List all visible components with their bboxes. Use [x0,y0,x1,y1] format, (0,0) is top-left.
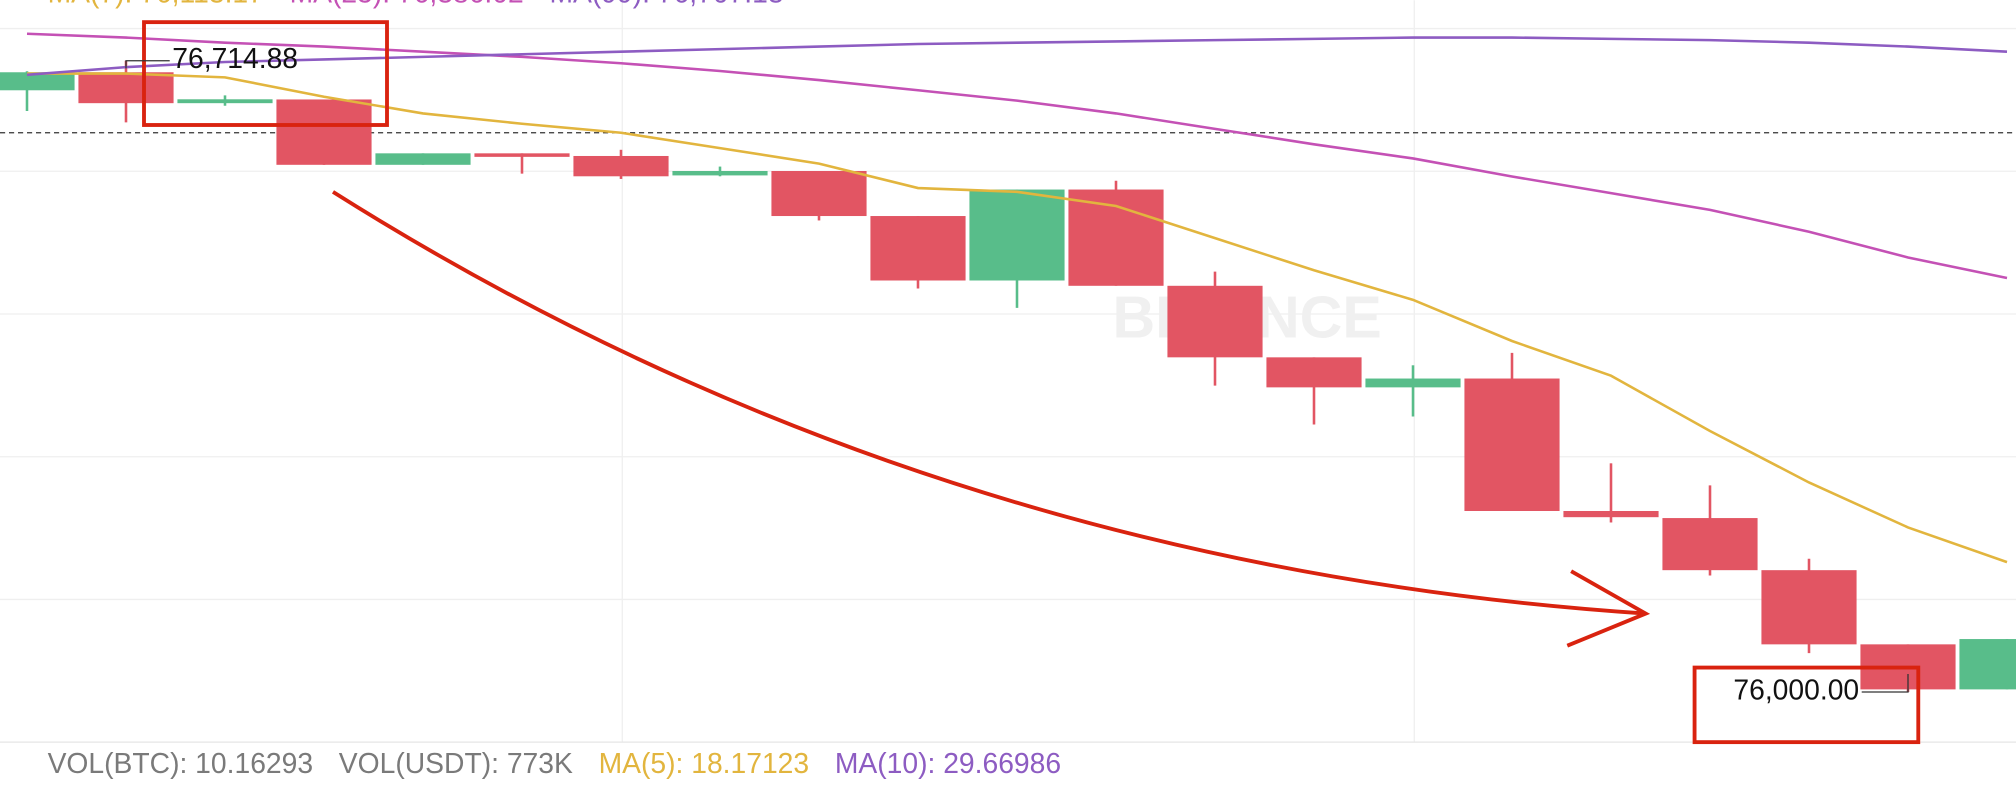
legend-item: MA(99): 76,707.13 [549,0,783,9]
ma-line [27,72,2008,564]
label-connector [125,60,170,69]
plot-area [0,32,2016,693]
legend-item: MA(5): 18.17123 [599,747,810,779]
highlight-box [142,20,389,127]
ma-line [26,32,2008,280]
candle-body [771,170,867,217]
max-price-label: 76,714.88 [172,42,298,74]
annotations [142,20,1921,745]
grid [0,0,2016,743]
candle-body [1464,378,1560,511]
legend-item: MA(25): 76,386.02 [290,0,524,9]
label-connector [1861,674,1909,693]
highlight-box [1692,665,1921,745]
candle-body [1761,570,1857,645]
candle-body [1266,357,1362,388]
legend-item: VOL(BTC): 10.16293 [48,747,314,779]
candle-body [1959,639,2016,690]
candle-body [78,72,174,104]
candle-body [0,72,75,91]
arrow-head [1566,569,1651,648]
candle-body [177,99,273,104]
candle-body [1365,378,1461,388]
candle-body [870,216,966,281]
candle-body [969,189,1065,281]
legend-item: VOL(USDT): 773K [339,747,573,779]
candle-body [276,99,372,165]
candle-body [474,153,570,157]
legend-item: MA(7): 76,113.17 [48,0,264,9]
candle-body [672,170,768,176]
trend-arrow [331,190,1646,616]
candle-body [1662,518,1758,571]
candle-body [1563,510,1659,518]
min-price-label: 76,000.00 [1733,674,1859,706]
candle-body [1068,189,1164,286]
candle-body [1167,285,1263,358]
candle-body [375,153,471,165]
candle-body [573,155,669,177]
ma-line [26,36,2008,77]
legend-item: MA(10): 29.66986 [835,747,1061,779]
